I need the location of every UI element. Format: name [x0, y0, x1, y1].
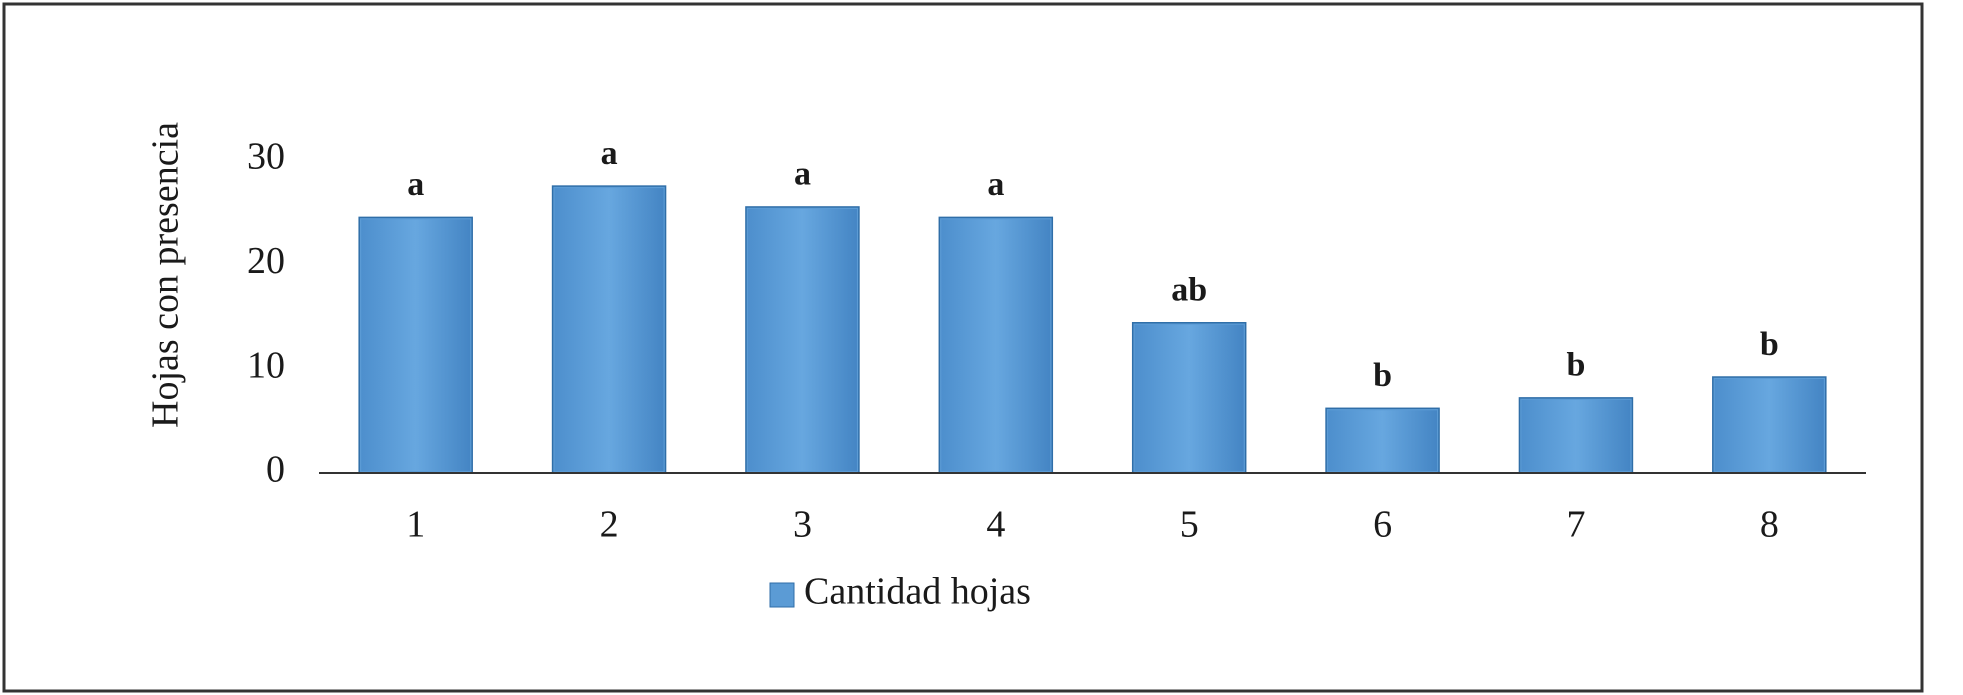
bar-annotation: b	[1566, 347, 1585, 384]
bar	[554, 188, 664, 472]
bar	[1134, 324, 1244, 471]
bar	[941, 219, 1051, 471]
bar	[1714, 379, 1824, 471]
bar-annotation: a	[407, 166, 424, 203]
legend-label: Cantidad hojas	[804, 571, 1031, 613]
bar-annotation: ab	[1171, 272, 1207, 309]
bar-annotation: a	[601, 135, 618, 172]
y-tick-label: 20	[247, 240, 285, 282]
x-tick-label: 4	[986, 504, 1005, 546]
bar	[1328, 410, 1438, 471]
bar-annotation: a	[987, 166, 1004, 203]
bar	[747, 208, 857, 471]
x-tick-label: 1	[406, 504, 425, 546]
y-tick-label: 10	[247, 344, 285, 386]
bar-annotation: b	[1373, 357, 1392, 394]
y-tick-label: 0	[266, 449, 285, 491]
bar-annotation: a	[794, 156, 811, 193]
bar	[361, 219, 471, 471]
bar	[1521, 399, 1631, 471]
x-tick-label: 3	[793, 504, 812, 546]
x-tick-label: 5	[1180, 504, 1199, 546]
y-axis-label: Hojas con presencia	[145, 122, 187, 428]
x-tick-label: 7	[1566, 504, 1585, 546]
y-tick-label: 30	[247, 136, 285, 178]
legend-swatch	[769, 582, 795, 608]
bar-annotation: b	[1760, 326, 1779, 363]
x-tick-label: 6	[1373, 504, 1392, 546]
x-tick-label: 8	[1760, 504, 1779, 546]
x-tick-label: 2	[600, 504, 619, 546]
